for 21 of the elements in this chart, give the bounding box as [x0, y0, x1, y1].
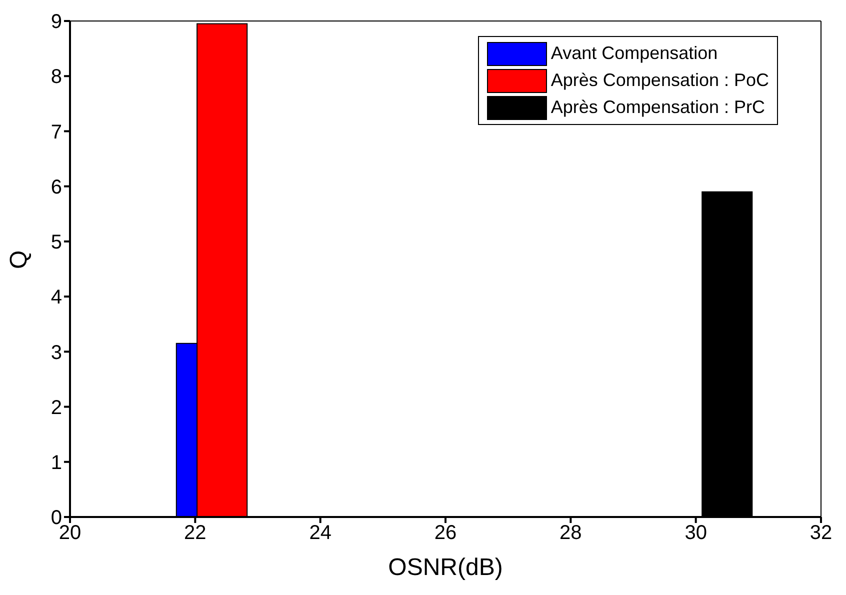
y-tick-label: 4 — [50, 286, 62, 309]
x-tick-label: 20 — [58, 522, 82, 544]
x-tick-label: 30 — [684, 522, 707, 544]
y-tick-label: 1 — [50, 452, 62, 474]
y-tick-label: 2 — [50, 396, 62, 419]
x-tick-label: 26 — [434, 522, 457, 544]
y-tick-label: 6 — [50, 176, 62, 198]
y-tick-label: 9 — [50, 11, 62, 34]
y-tick-label: 8 — [50, 66, 62, 88]
y-axis-title: Q — [6, 250, 33, 269]
legend-label: Avant Compensation — [550, 43, 718, 64]
legend-label: Après Compensation : PoC — [550, 70, 769, 91]
x-tick-label: 24 — [309, 522, 332, 544]
x-tick-label: 22 — [184, 522, 206, 544]
y-tick-label: 7 — [50, 121, 62, 144]
x-tick-label: 32 — [810, 522, 832, 544]
y-tick-label: 3 — [50, 342, 62, 364]
y-tick-label: 5 — [50, 232, 62, 254]
legend-label: Après Compensation : PrC — [550, 97, 765, 118]
x-axis-title: OSNR(dB) — [388, 554, 503, 581]
x-tick-label: 28 — [560, 522, 582, 544]
